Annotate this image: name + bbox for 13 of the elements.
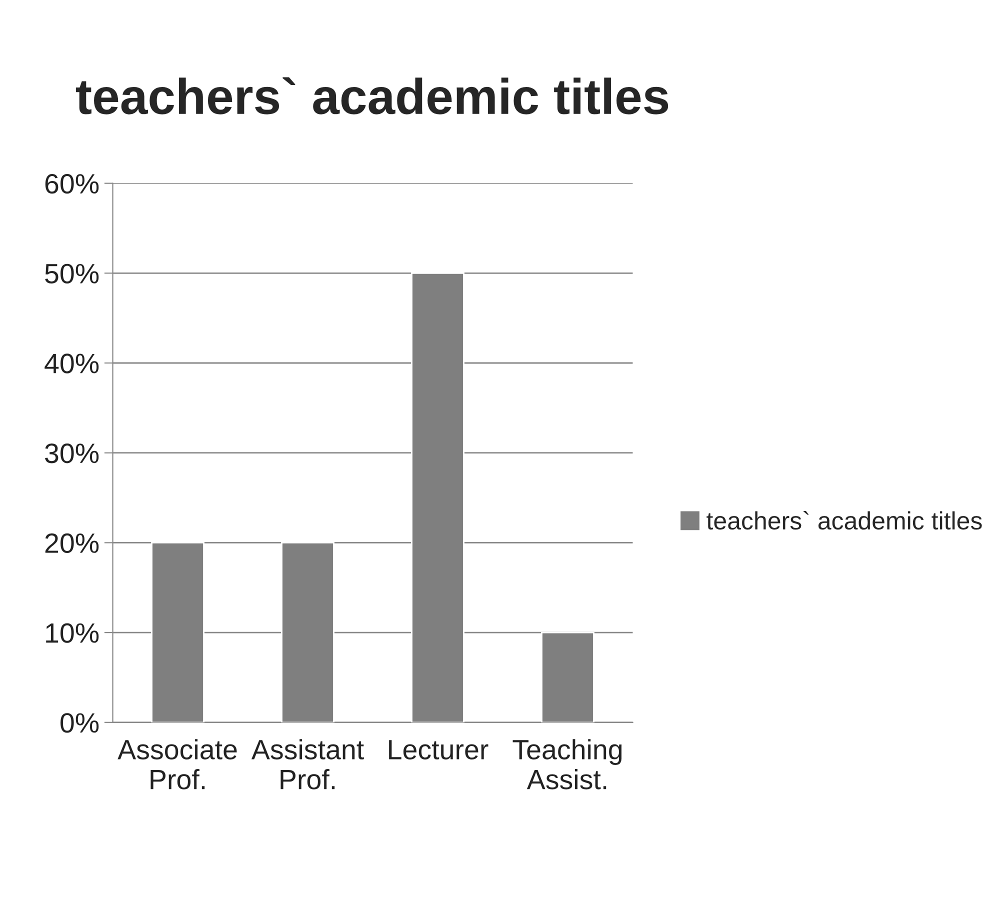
x-tick-label: Teaching Assist. [512, 739, 622, 790]
y-tick-label: 20% [45, 533, 99, 554]
chart-title: teachers` academic titles [76, 77, 668, 114]
y-tick-label: 30% [45, 444, 99, 464]
y-tick-label: 50% [45, 264, 99, 284]
x-tick-label: Associate Prof. [118, 739, 237, 790]
y-tick-label: 60% [45, 174, 99, 194]
x-tick-label: Assistant Prof. [251, 739, 364, 790]
y-tick-label: 0% [60, 713, 99, 733]
x-tick-label: Lecturer [389, 740, 488, 760]
y-tick-label: 40% [44, 354, 99, 374]
y-tick-label: 10% [46, 623, 99, 643]
legend-label: teachers` academic titles [706, 510, 982, 530]
